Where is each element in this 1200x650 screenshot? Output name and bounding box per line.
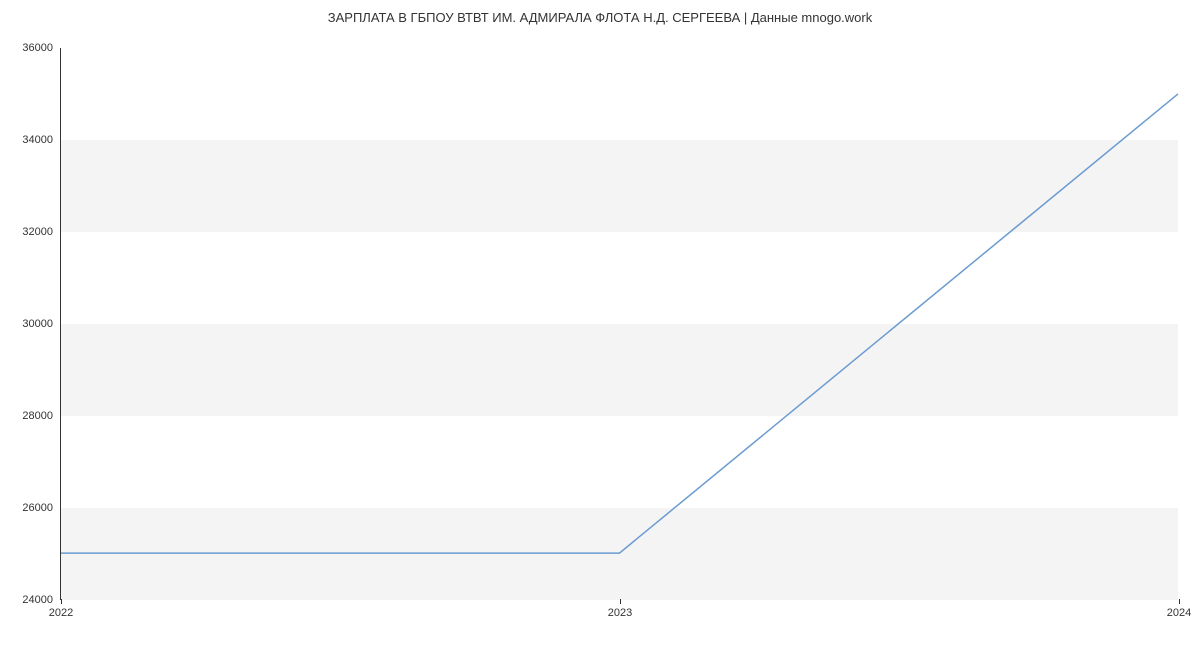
y-tick-label: 30000 bbox=[22, 318, 53, 330]
y-tick-label: 34000 bbox=[22, 134, 53, 146]
data-line bbox=[61, 48, 1178, 599]
y-tick-label: 36000 bbox=[22, 42, 53, 54]
x-tick-mark bbox=[620, 599, 621, 604]
salary-line-chart: ЗАРПЛАТА В ГБПОУ ВТВТ ИМ. АДМИРАЛА ФЛОТА… bbox=[0, 0, 1200, 650]
y-tick-label: 28000 bbox=[22, 410, 53, 422]
y-tick-label: 32000 bbox=[22, 226, 53, 238]
y-tick-label: 26000 bbox=[22, 502, 53, 514]
x-tick-mark bbox=[61, 599, 62, 604]
plot-area: 2400026000280003000032000340003600020222… bbox=[60, 48, 1178, 600]
x-tick-label: 2024 bbox=[1167, 607, 1191, 619]
chart-title: ЗАРПЛАТА В ГБПОУ ВТВТ ИМ. АДМИРАЛА ФЛОТА… bbox=[0, 10, 1200, 25]
x-tick-label: 2022 bbox=[49, 607, 73, 619]
x-tick-label: 2023 bbox=[608, 607, 632, 619]
x-tick-mark bbox=[1179, 599, 1180, 604]
y-tick-label: 24000 bbox=[22, 594, 53, 606]
